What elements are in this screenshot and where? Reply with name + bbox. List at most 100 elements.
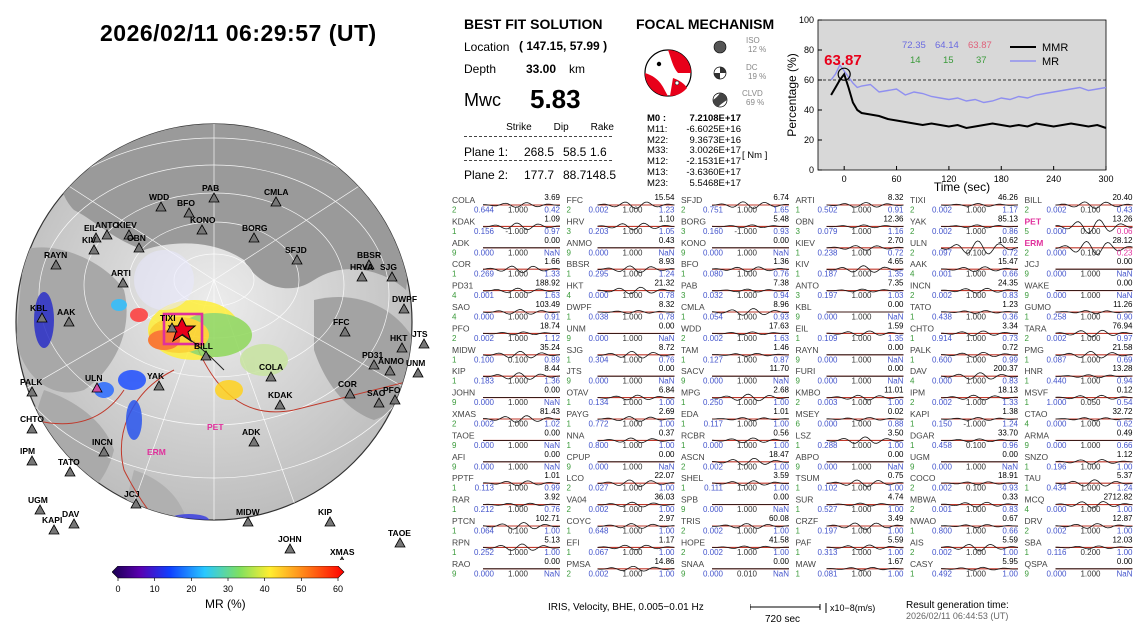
observed-trace [711, 266, 790, 273]
waveform-cell-nna: NNA 0.37 1 0.800 1.000 1.00 [567, 428, 676, 450]
quality-code: 5 [1025, 227, 1030, 236]
misfit-value: 0.002 [474, 420, 495, 429]
ratio-value: 0.83 [1002, 377, 1018, 386]
mmr-time-chart: 0 60 120 180 240 300 0 20 40 60 80 100 63.87 72.35 64.… [785, 15, 1114, 194]
ratio-value: NaN [773, 377, 789, 386]
station-label: SFJD [285, 245, 307, 255]
quality-code: 1 [452, 505, 457, 514]
station-code: FFC [567, 195, 584, 205]
station-marker [130, 498, 142, 509]
amplitude-value: 0.56 [773, 428, 789, 437]
quality-code: 9 [1025, 441, 1030, 450]
weight-value: 1.000 [622, 527, 643, 536]
station-marker [339, 556, 345, 560]
misfit-value: 0.000 [588, 291, 609, 300]
weight-value: 1.000 [1080, 377, 1101, 386]
waveform-cell-jts: JTS 0.00 9 0.000 1.000 NaN [567, 364, 676, 386]
station-label: PPTF [357, 559, 379, 560]
weight-value: 1.000 [737, 527, 758, 536]
station-label: KDAK [268, 390, 293, 400]
station-code: GUMO [1025, 302, 1052, 312]
observed-trace [597, 544, 675, 551]
plane2-rake: 148.5 [586, 168, 617, 182]
weight-value: -1.000 [963, 420, 986, 429]
peak-value: 63.87 [824, 52, 862, 69]
misfit-value: 0.000 [474, 248, 495, 257]
ratio-value: 1.33 [544, 270, 560, 279]
station-label: JTS [412, 329, 428, 339]
ratio-value: NaN [1116, 569, 1132, 578]
time-scale-bar: x10−8(m/s) 720 sec [750, 603, 875, 623]
station-marker [324, 516, 336, 527]
ratio-value: 1.00 [659, 441, 675, 450]
amplitude-value: 1.12 [1117, 450, 1133, 459]
amplitude-value: 20.40 [1112, 193, 1133, 202]
station-label: COLA [259, 362, 283, 372]
station-code: SNAA [681, 559, 704, 569]
tensor-label: M13: [647, 166, 669, 178]
station-code: RAR [452, 495, 470, 505]
weight-value: 1.000 [508, 505, 529, 514]
waveform-cell-bill: BILL 20.40 2 0.002 0.100 0.43 [1025, 193, 1134, 215]
quality-code: 1 [796, 505, 801, 514]
observed-trace [940, 224, 1019, 229]
misfit-value: 0.203 [588, 227, 609, 236]
colorbar-tick-label: 50 [296, 584, 306, 594]
ratio-value: 1.00 [659, 398, 675, 407]
misfit-value: 0.002 [932, 398, 953, 407]
quality-code: 1 [681, 398, 686, 407]
misfit-value: 0.002 [932, 206, 953, 215]
amplitude-value: 2.70 [888, 236, 904, 245]
station-cmla: CMLA [264, 187, 289, 207]
ratio-value: 1.00 [659, 484, 675, 493]
weight-value: 1.000 [622, 227, 643, 236]
station-code: DRV [1025, 516, 1043, 526]
station-code: MSVF [1025, 388, 1049, 398]
misfit-value: 0.183 [474, 377, 495, 386]
misfit-value: 0.002 [703, 462, 724, 471]
waveform-cell-cor: COR 1.66 1 0.269 1.000 1.33 [452, 257, 561, 279]
quality-code: 2 [910, 484, 915, 493]
weight-value: 1.000 [508, 398, 529, 407]
misfit-value: 0.000 [932, 377, 953, 386]
observed-trace [940, 351, 1019, 358]
waveform-cell-pmg: PMG 21.58 1 0.087 1.000 0.69 [1025, 343, 1134, 365]
ratio-value: 1.00 [659, 505, 675, 514]
misfit-value: 0.002 [932, 291, 953, 300]
waveform-cell-ais: AIS 5.59 2 0.002 1.000 1.00 [910, 535, 1019, 557]
quality-code: 1 [567, 355, 572, 364]
misfit-value: 0.002 [703, 548, 724, 557]
weight-value: 1.000 [737, 334, 758, 343]
waveform-cell-hkt: HKT 21.32 4 0.000 1.000 0.78 [567, 279, 676, 301]
observed-trace [712, 545, 789, 550]
station-marker [339, 326, 351, 337]
station-john: JOHN [278, 534, 302, 554]
misfit-value: 0.000 [588, 377, 609, 386]
mr-top-value: 64.14 [935, 40, 959, 51]
ratio-value: 1.00 [888, 505, 904, 514]
weight-value: 1.000 [622, 313, 643, 322]
waveform-cell-kmbo: KMBO 11.01 2 0.003 1.000 1.00 [796, 386, 905, 408]
station-label: KIEV [117, 220, 137, 230]
quality-code: 4 [910, 270, 915, 279]
amplitude-value: 33.70 [998, 428, 1019, 437]
station-code: TAM [681, 345, 698, 355]
station-marker [183, 207, 195, 218]
observed-trace [826, 224, 904, 229]
weight-value: 1.000 [1080, 355, 1101, 364]
station-marker [68, 518, 80, 529]
waveform-cell-ipm: IPM 18.13 2 0.002 1.000 1.33 [910, 386, 1019, 408]
tensor-label: M11: [647, 123, 668, 135]
amplitude-value: 0.00 [659, 321, 675, 330]
ratio-value: NaN [544, 462, 560, 471]
misfit-value: 0.197 [817, 527, 838, 536]
amplitude-value: 3.92 [544, 493, 560, 502]
colorbar-label: MR (%) [205, 597, 246, 611]
ratio-value: 1.00 [659, 420, 675, 429]
ratio-value: 1.24 [1117, 484, 1133, 493]
waveform-cell-anto: ANTO 7.35 3 0.197 1.000 1.03 [796, 279, 905, 301]
weight-value: 1.000 [737, 206, 758, 215]
station-code: SAO [452, 302, 470, 312]
misfit-value: 0.117 [704, 420, 724, 429]
quality-code: 2 [910, 398, 915, 407]
